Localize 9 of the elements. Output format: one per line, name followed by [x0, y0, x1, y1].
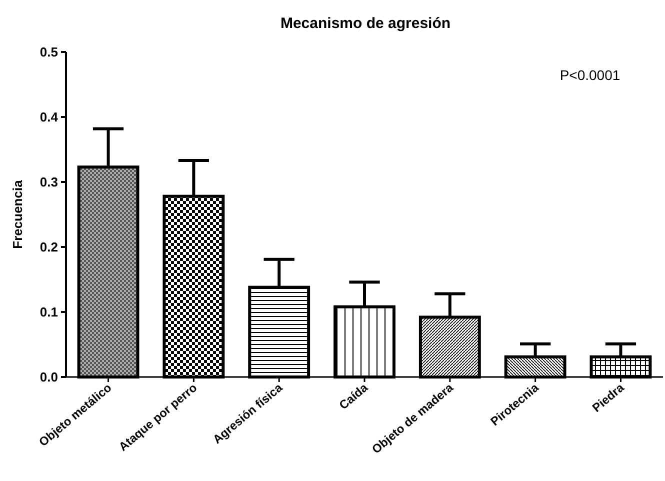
annotation: P<0.0001 — [560, 67, 620, 83]
y-tick-label: 0.2 — [40, 240, 58, 255]
y-axis-title: Frecuencia — [10, 179, 25, 249]
y-tick-label: 0.1 — [40, 304, 58, 320]
y-tick-label: 0.3 — [40, 174, 58, 190]
y-tick-label: 0.4 — [40, 110, 59, 125]
y-tick-label: 0.5 — [40, 44, 58, 60]
chart-title: Mecanismo de agresión — [280, 15, 451, 32]
y-tick-label: 0.0 — [40, 370, 58, 385]
